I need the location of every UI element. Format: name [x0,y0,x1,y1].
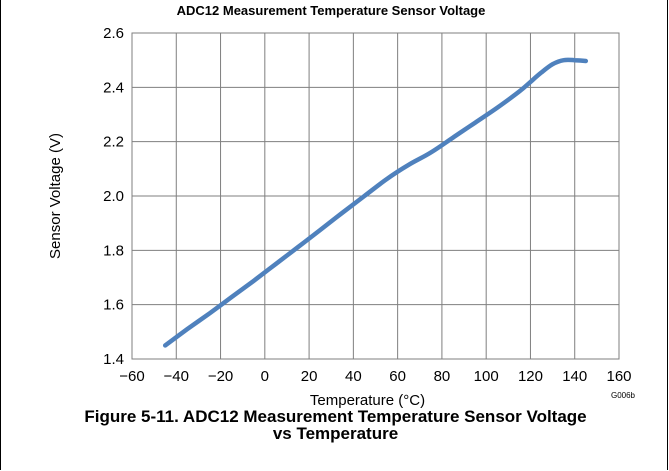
y-tick-label: 2.4 [103,79,124,96]
chart-title: ADC12 Measurement Temperature Sensor Vol… [176,3,486,18]
x-tick-label: 40 [345,368,362,385]
x-tick-label: 140 [562,368,587,385]
x-tick-label: −40 [164,368,189,385]
caption-line-2: vs Temperature [272,424,399,443]
y-tick-label: 2.0 [103,188,124,205]
figure-caption: Figure 5-11. ADC12 Measurement Temperatu… [1,408,669,442]
x-axis-label: Temperature (°C) [310,392,425,409]
x-tick-label: 20 [301,368,318,385]
series-line [162,57,589,348]
y-tick-label: 1.6 [103,297,124,314]
x-tick-label: 100 [474,368,499,385]
plot-area [131,32,620,360]
y-tick-label: 2.2 [103,134,124,151]
x-tick-label: −20 [208,368,233,385]
y-tick-label: 1.8 [103,242,124,259]
figure-code: G006b [610,391,635,400]
y-tick-label: 1.4 [103,351,124,368]
x-tick-label: 60 [389,368,406,385]
x-tick-label: 0 [261,368,269,385]
x-tick-label: 120 [518,368,543,385]
y-tick-label: 2.6 [103,25,124,42]
x-tick-label: 80 [434,368,451,385]
x-tick-label: 160 [606,368,631,385]
caption-line-1: Figure 5-11. ADC12 Measurement Temperatu… [84,407,587,426]
x-tick-label: −60 [119,368,144,385]
y-axis-label: Sensor Voltage (V) [47,133,64,259]
